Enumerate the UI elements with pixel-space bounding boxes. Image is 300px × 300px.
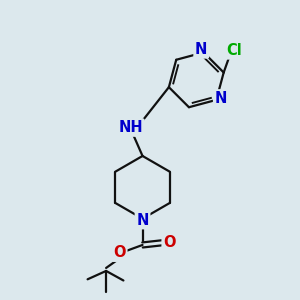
Text: O: O [163,235,176,250]
Text: NH: NH [118,120,143,135]
Text: N: N [136,213,149,228]
Text: O: O [113,245,126,260]
Text: N: N [214,91,227,106]
Text: Cl: Cl [226,43,242,58]
Text: N: N [195,42,207,57]
